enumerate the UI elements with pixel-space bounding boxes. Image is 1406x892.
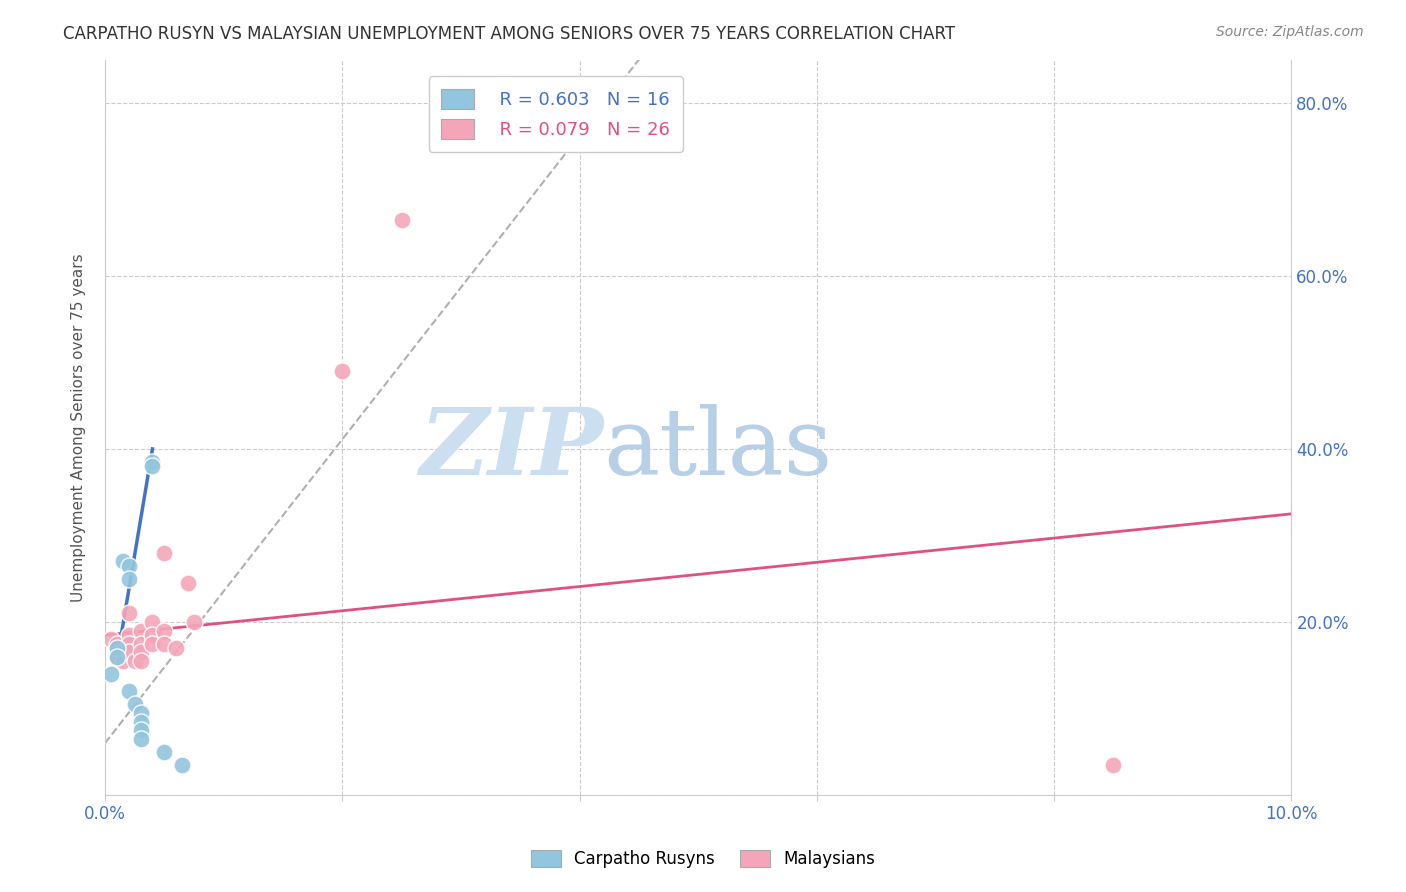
Point [105,649,128,664]
Point [141,628,163,642]
Point [129,714,152,729]
Point [118,637,141,651]
Point [129,645,152,659]
Point [183,615,205,629]
Text: CARPATHO RUSYN VS MALAYSIAN UNEMPLOYMENT AMONG SENIORS OVER 75 YEARS CORRELATION: CARPATHO RUSYN VS MALAYSIAN UNEMPLOYMENT… [63,25,956,43]
Point [129,624,152,638]
Point [129,731,152,746]
Point [118,684,141,698]
Point [111,645,134,659]
Point [129,706,152,720]
Legend:   R = 0.603   N = 16,   R = 0.079   N = 26: R = 0.603 N = 16, R = 0.079 N = 26 [429,76,683,152]
Point [141,615,163,629]
Point [111,654,134,668]
Point [153,637,176,651]
Point [100,667,122,681]
Point [172,757,194,772]
Point [1102,757,1125,772]
Point [129,637,152,651]
Point [100,632,122,647]
Point [118,645,141,659]
Point [124,654,146,668]
Point [118,607,141,621]
Point [111,554,134,568]
Point [153,745,176,759]
Point [165,640,187,655]
Point [124,697,146,711]
Point [330,364,353,378]
Point [153,546,176,560]
Legend: Carpatho Rusyns, Malaysians: Carpatho Rusyns, Malaysians [524,843,882,875]
Point [141,459,163,474]
Point [177,576,200,591]
Point [118,572,141,586]
Point [129,654,152,668]
Text: ZIP: ZIP [419,404,603,494]
Point [141,637,163,651]
Text: atlas: atlas [603,404,832,494]
Point [105,640,128,655]
Point [153,624,176,638]
Point [118,628,141,642]
Point [105,637,128,651]
Point [141,455,163,469]
Y-axis label: Unemployment Among Seniors over 75 years: Unemployment Among Seniors over 75 years [72,253,86,601]
Point [391,212,413,227]
Point [105,649,128,664]
Text: Source: ZipAtlas.com: Source: ZipAtlas.com [1216,25,1364,39]
Point [129,723,152,738]
Point [118,558,141,573]
